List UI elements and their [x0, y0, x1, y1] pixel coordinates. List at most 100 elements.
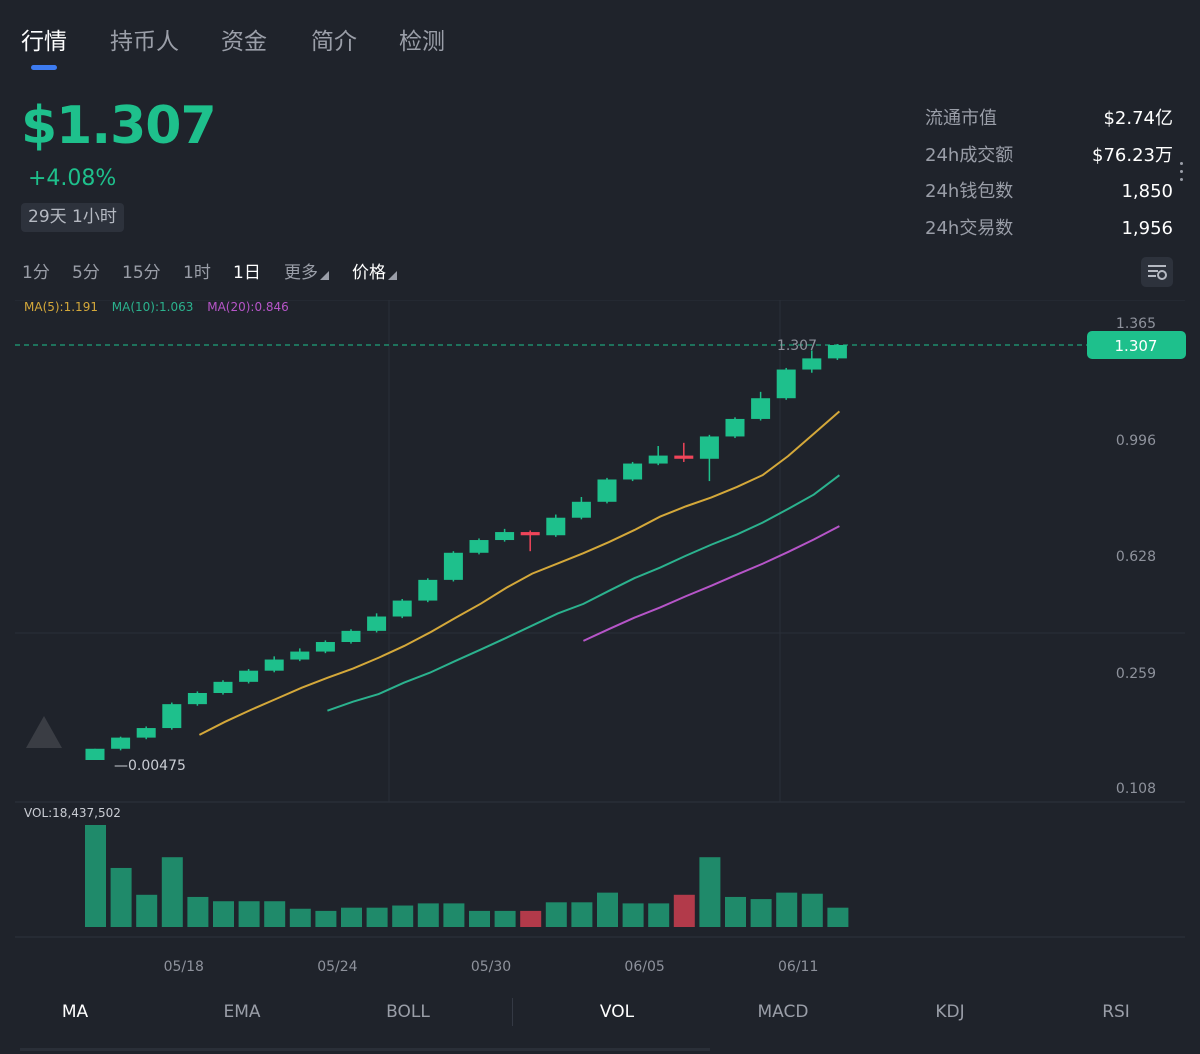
- volume-bar: [801, 893, 823, 927]
- volume-bar: [699, 857, 721, 927]
- candle-body: [213, 681, 233, 693]
- dropdown-corner-icon: [388, 271, 397, 280]
- interval-1m[interactable]: 1分: [22, 263, 50, 283]
- candle-body: [187, 692, 207, 705]
- stat-volume-24h: 24h成交额 $76.23万: [925, 141, 1173, 178]
- chart-grid: [15, 300, 1185, 938]
- volume-bar: [673, 894, 695, 927]
- volume-bar: [136, 894, 158, 927]
- moving-averages: [198, 410, 841, 736]
- candle-body: [469, 540, 489, 553]
- candle-body: [648, 455, 668, 464]
- candle-body: [546, 517, 566, 536]
- tab-check[interactable]: 检测: [399, 29, 445, 55]
- y-tick-label: 0.996: [1116, 433, 1156, 449]
- ma20-line: [582, 525, 840, 642]
- interval-5m[interactable]: 5分: [72, 263, 100, 283]
- candle-body: [443, 552, 463, 580]
- y-tick-label: 0.259: [1116, 666, 1156, 682]
- volume-bar: [545, 902, 567, 927]
- volume-bar: [161, 857, 183, 927]
- volume-bar: [571, 902, 593, 927]
- candle-body: [495, 532, 515, 541]
- stat-value: 1,850: [1121, 181, 1173, 202]
- interval-1d[interactable]: 1日: [233, 263, 261, 283]
- candle-body: [239, 670, 259, 682]
- x-tick-label: 05/18: [164, 959, 204, 975]
- stat-value: 1,956: [1121, 217, 1173, 239]
- candle-body: [776, 369, 796, 399]
- more-options-icon[interactable]: [1176, 162, 1186, 186]
- candle-body: [341, 630, 361, 643]
- last-price-tag: [1087, 331, 1186, 359]
- volume-bar: [341, 907, 362, 927]
- volume-bar: [648, 903, 670, 927]
- stat-label: 24h钱包数: [925, 181, 1014, 202]
- chart-settings-icon: [1148, 265, 1167, 280]
- candle-body: [290, 651, 310, 660]
- candle-body: [725, 418, 745, 437]
- interval-1h[interactable]: 1时: [183, 263, 211, 283]
- volume-bar: [213, 901, 234, 927]
- candle-body: [367, 616, 387, 631]
- volume-legend: VOL:18,437,502: [24, 806, 121, 820]
- stat-label: 24h成交额: [925, 144, 1014, 166]
- price-mode-dropdown[interactable]: 价格: [352, 258, 397, 283]
- volume-bar: [827, 907, 849, 927]
- indicator-ma[interactable]: MA: [61, 1002, 89, 1022]
- x-tick-label: 05/24: [317, 959, 357, 975]
- volume-bar: [238, 901, 260, 927]
- ma5-value: MA(5):1.191: [24, 300, 98, 314]
- indicator-rsi[interactable]: RSI: [1102, 1002, 1130, 1022]
- chart-labels: 1.365 0.996 0.628 0.259 0.108 05/18 05/24 05/30…: [15, 316, 1186, 975]
- volume-bar: [315, 910, 337, 927]
- y-tick-label: 0.108: [1116, 781, 1156, 797]
- indicator-kdj[interactable]: KDJ: [935, 1002, 965, 1022]
- candle-body: [699, 436, 719, 459]
- candle-body: [520, 532, 540, 536]
- x-tick-label: 06/05: [624, 959, 664, 975]
- candle-body: [827, 345, 847, 359]
- volume-bar: [494, 910, 516, 927]
- tab-intro[interactable]: 简介: [311, 29, 357, 55]
- volume-bar: [520, 910, 542, 927]
- x-tick-label: 05/30: [471, 959, 511, 975]
- price-change: +4.08%: [28, 166, 117, 191]
- stat-wallets-24h: 24h钱包数 1,850: [925, 177, 1173, 214]
- home-indicator: [20, 1048, 710, 1051]
- volume-bar: [443, 903, 465, 927]
- interval-selector: 1分 5分 15分 1时 1日 更多 价格: [0, 258, 1200, 288]
- volume-bar: [725, 896, 746, 927]
- candlestick-chart[interactable]: 1.365 0.996 0.628 0.259 0.108 05/18 05/24 05/30…: [0, 300, 1200, 980]
- candle-body: [674, 455, 694, 459]
- interval-more-dropdown[interactable]: 更多: [284, 258, 329, 283]
- ma5-line: [198, 410, 841, 736]
- ma20-value: MA(20):0.846: [207, 300, 289, 314]
- current-price: $1.307: [21, 96, 217, 156]
- tab-market[interactable]: 行情: [21, 29, 67, 55]
- indicator-vol[interactable]: VOL: [599, 1002, 635, 1022]
- indicator-bar: MA EMA BOLL VOL MACD KDJ RSI: [0, 990, 1200, 1036]
- candle-body: [162, 704, 182, 729]
- dropdown-corner-icon: [320, 271, 329, 280]
- stat-market-cap: 流通市值 $2.74亿: [925, 104, 1173, 141]
- volume-bar: [366, 907, 388, 927]
- y-tick-label: 1.365: [1116, 316, 1156, 332]
- candles: [85, 344, 847, 760]
- tab-funds[interactable]: 资金: [221, 29, 267, 55]
- candle-body: [802, 358, 822, 370]
- stat-trades-24h: 24h交易数 1,956: [925, 214, 1173, 251]
- top-tabs: 行情 持币人 资金 简介 检测: [0, 0, 1200, 80]
- volume-bar: [750, 899, 772, 927]
- indicator-macd[interactable]: MACD: [757, 1002, 809, 1022]
- tab-holders[interactable]: 持币人: [110, 29, 179, 55]
- candle-body: [418, 579, 438, 601]
- candle-body: [85, 748, 105, 760]
- indicator-ema[interactable]: EMA: [223, 1002, 261, 1022]
- stat-label: 流通市值: [925, 108, 997, 129]
- indicator-boll[interactable]: BOLL: [386, 1002, 430, 1022]
- interval-15m[interactable]: 15分: [122, 263, 161, 283]
- ma10-value: MA(10):1.063: [111, 300, 194, 314]
- price-mode-label: 价格: [352, 263, 386, 283]
- chart-settings-button[interactable]: [1141, 257, 1173, 287]
